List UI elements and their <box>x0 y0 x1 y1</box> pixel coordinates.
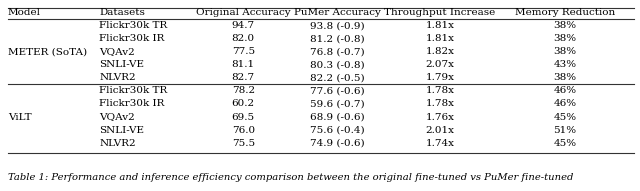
Text: 38%: 38% <box>553 21 577 30</box>
Text: 1.81x: 1.81x <box>426 21 454 30</box>
Text: 45%: 45% <box>553 112 577 121</box>
Text: 1.74x: 1.74x <box>426 138 454 147</box>
Text: 1.82x: 1.82x <box>426 47 454 56</box>
Text: Memory Reduction: Memory Reduction <box>515 8 615 17</box>
Text: Flickr30k IR: Flickr30k IR <box>99 100 164 108</box>
Text: 93.8 (-0.9): 93.8 (-0.9) <box>310 21 365 30</box>
Text: 94.7: 94.7 <box>232 21 255 30</box>
Text: 51%: 51% <box>553 125 577 134</box>
Text: 82.7: 82.7 <box>232 74 255 83</box>
Text: 1.78x: 1.78x <box>426 100 454 108</box>
Text: NLVR2: NLVR2 <box>99 138 136 147</box>
Text: 68.9 (-0.6): 68.9 (-0.6) <box>310 112 365 121</box>
Text: VQAv2: VQAv2 <box>99 47 135 56</box>
Text: PuMer Accuracy: PuMer Accuracy <box>294 8 381 17</box>
Text: 60.2: 60.2 <box>232 100 255 108</box>
Text: 80.3 (-0.8): 80.3 (-0.8) <box>310 60 365 70</box>
Text: Throughput Increase: Throughput Increase <box>385 8 495 17</box>
Text: 82.2 (-0.5): 82.2 (-0.5) <box>310 74 365 83</box>
Text: 1.78x: 1.78x <box>426 87 454 96</box>
Text: 69.5: 69.5 <box>232 112 255 121</box>
Text: 46%: 46% <box>553 87 577 96</box>
Text: 81.2 (-0.8): 81.2 (-0.8) <box>310 34 365 43</box>
Text: 75.6 (-0.4): 75.6 (-0.4) <box>310 125 365 134</box>
Text: Datasets: Datasets <box>99 8 145 17</box>
Text: 77.5: 77.5 <box>232 47 255 56</box>
Text: 77.6 (-0.6): 77.6 (-0.6) <box>310 87 365 96</box>
Text: Flickr30k TR: Flickr30k TR <box>99 21 168 30</box>
Text: 1.76x: 1.76x <box>426 112 454 121</box>
Text: 43%: 43% <box>553 60 577 70</box>
Text: 2.01x: 2.01x <box>426 125 454 134</box>
Text: Table 1: Performance and inference efficiency comparison between the original fi: Table 1: Performance and inference effic… <box>8 173 573 182</box>
Text: 38%: 38% <box>553 47 577 56</box>
Text: Model: Model <box>8 8 41 17</box>
Text: 74.9 (-0.6): 74.9 (-0.6) <box>310 138 365 147</box>
Text: 76.8 (-0.7): 76.8 (-0.7) <box>310 47 365 56</box>
Text: 82.0: 82.0 <box>232 34 255 43</box>
Text: 38%: 38% <box>553 74 577 83</box>
Text: 46%: 46% <box>553 100 577 108</box>
Text: 2.07x: 2.07x <box>426 60 454 70</box>
Text: 81.1: 81.1 <box>232 60 255 70</box>
Text: 38%: 38% <box>553 34 577 43</box>
Text: 59.6 (-0.7): 59.6 (-0.7) <box>310 100 365 108</box>
Text: 1.79x: 1.79x <box>426 74 454 83</box>
Text: VQAv2: VQAv2 <box>99 112 135 121</box>
Text: 78.2: 78.2 <box>232 87 255 96</box>
Text: ViLT: ViLT <box>8 112 31 121</box>
Text: 76.0: 76.0 <box>232 125 255 134</box>
Text: NLVR2: NLVR2 <box>99 74 136 83</box>
Text: Flickr30k TR: Flickr30k TR <box>99 87 168 96</box>
Text: Flickr30k IR: Flickr30k IR <box>99 34 164 43</box>
Text: 1.81x: 1.81x <box>426 34 454 43</box>
Text: 75.5: 75.5 <box>232 138 255 147</box>
Text: Original Accuracy: Original Accuracy <box>196 8 291 17</box>
Text: SNLI-VE: SNLI-VE <box>99 60 144 70</box>
Text: METER (SoTA): METER (SoTA) <box>8 47 87 56</box>
Text: SNLI-VE: SNLI-VE <box>99 125 144 134</box>
Text: 45%: 45% <box>553 138 577 147</box>
